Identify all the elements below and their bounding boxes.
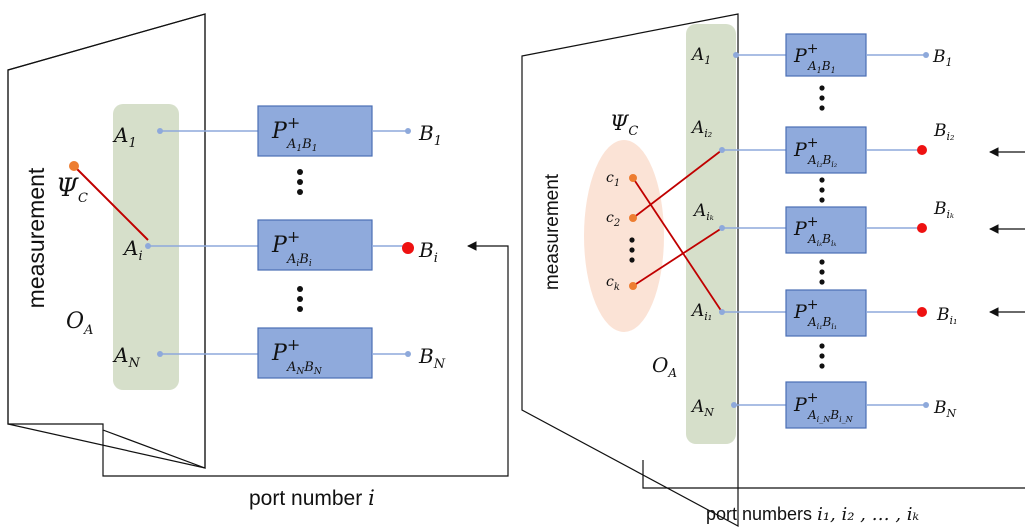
right-ellipsis-1 (819, 85, 825, 111)
left-b1-label: B1 (418, 121, 442, 149)
right-ellipsis-3 (819, 259, 825, 285)
right-observable-panel (686, 24, 736, 444)
svg-text:Ai₂Bi₂: Ai₂Bi₂ (807, 153, 837, 169)
right-observable-label: OA (652, 353, 677, 380)
svg-text:A1B1: A1B1 (807, 59, 836, 75)
svg-text:Aiₖ: Aiₖ (692, 201, 714, 223)
svg-text:A1B1: A1B1 (286, 137, 317, 154)
right-c-ellipsis (629, 237, 635, 263)
left-projector-box-n (257, 327, 373, 379)
left-ellipsis-1 (297, 169, 303, 195)
svg-text:Ai₂: Ai₂ (690, 118, 712, 140)
right-feedback-line (642, 460, 1025, 489)
svg-text:Ai₁Bi₁: Ai₁Bi₁ (807, 315, 837, 331)
left-a1-label: A1 (112, 123, 137, 151)
svg-text:Bi₁: Bi₁ (936, 305, 957, 327)
left-diagram: measurement ΨC OA A1 P+ A1B1 B1 Ai (7, 13, 509, 510)
svg-text:BN: BN (933, 398, 957, 420)
left-port-row-i: Ai P+ AiBi Bi (122, 219, 438, 271)
right-line-c2 (632, 149, 723, 219)
svg-text:Ai₁: Ai₁ (690, 301, 712, 323)
svg-text:A1: A1 (690, 45, 711, 67)
svg-text:Biₖ: Biₖ (933, 199, 954, 221)
right-c2-label: c2 (606, 210, 620, 229)
left-psi-label: ΨC (56, 173, 88, 206)
right-psi-label: ΨC (610, 111, 638, 139)
left-bn-label: BN (418, 344, 446, 372)
left-port-row-n: AN P+ ANBN BN (112, 327, 446, 379)
right-measurement-label: measurement (542, 173, 563, 290)
left-an-label: AN (112, 343, 140, 371)
right-diagram: measurement ΨC c1 c2 ck OA A1 P+ A1B1 (521, 13, 1025, 528)
right-psi-ellipse (584, 140, 664, 332)
right-line-ck (632, 227, 723, 287)
left-observable-label: OA (66, 309, 93, 338)
right-caption: port numbers i₁, i₂ , … , iₖ (706, 504, 920, 525)
right-port-row-i1: Ai₁ P+ Ai₁Bi₁ Bi₁ (690, 289, 1025, 337)
svg-text:B1: B1 (932, 47, 953, 69)
left-feedback-line (102, 241, 509, 477)
left-measurement-label: measurement (23, 167, 49, 308)
left-bi-label: Bi (418, 238, 438, 266)
left-projector-box-i (257, 219, 373, 271)
svg-text:AiₖBiₖ: AiₖBiₖ (807, 232, 837, 248)
left-port-row-1: A1 P+ A1B1 B1 (112, 105, 442, 157)
left-red-dot (402, 242, 414, 254)
left-entangle-line (73, 165, 149, 241)
left-psi-dot (69, 161, 79, 171)
left-ai-label: Ai (122, 236, 143, 264)
right-ck-label: ck (606, 274, 620, 293)
svg-text:Bi₂: Bi₂ (933, 121, 954, 143)
right-ellipsis-2 (819, 177, 825, 203)
left-projector-box-1 (257, 105, 373, 157)
svg-text:P+: P+ (271, 113, 300, 144)
svg-text:AiBi: AiBi (286, 252, 312, 269)
svg-text:P+: P+ (793, 214, 819, 240)
svg-text:ANBN: ANBN (286, 360, 323, 377)
right-port-row-i2: Ai₂ P+ Ai₂Bi₂ Bi₂ (690, 118, 1025, 174)
left-ellipsis-2 (297, 286, 303, 312)
left-caption: port number i (249, 486, 375, 510)
right-port-row-n: AN P+ Ai_NBi_N BN (690, 381, 957, 429)
right-c1-label: c1 (606, 170, 620, 189)
right-port-row-1: A1 P+ A1B1 B1 (690, 33, 953, 77)
svg-text:AN: AN (690, 397, 714, 419)
right-line-c1 (632, 177, 723, 313)
right-ellipsis-4 (819, 343, 825, 369)
right-port-row-ik: Aiₖ P+ AiₖBiₖ Biₖ (692, 199, 1025, 254)
